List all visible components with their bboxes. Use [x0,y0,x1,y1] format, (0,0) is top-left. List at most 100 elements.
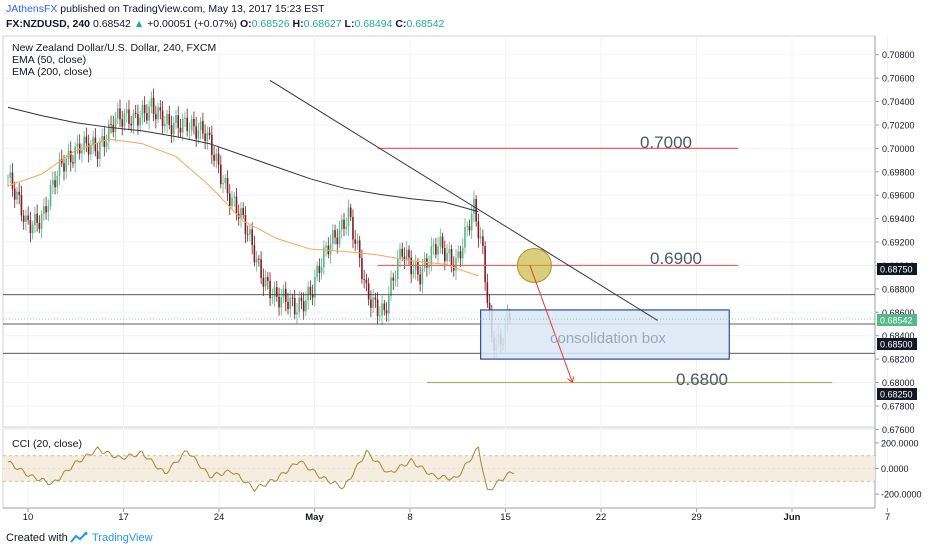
candle-body [36,213,38,223]
candle-body [27,215,29,221]
candle-body [123,113,126,127]
candle-body [296,312,298,315]
candle-body [11,172,14,189]
candle-body [78,143,81,154]
candle-body [403,256,406,260]
candle-body [430,246,433,265]
candle-body [332,230,334,244]
candle-body [408,249,410,258]
candle-body [47,206,50,213]
candle-body [399,248,401,259]
candle-body [423,258,426,269]
candle-body [226,177,229,194]
price-tick-label: 0.70800 [882,50,915,60]
trendline[interactable] [269,80,658,321]
candle-body [349,207,352,218]
candle-body [282,288,285,298]
candle-body [31,225,34,234]
candle-body [414,262,417,271]
candle-body [316,265,318,278]
consolidation-box[interactable] [480,309,730,360]
candle-body [159,107,162,111]
tradingview-logo-icon[interactable] [70,532,88,544]
candle-body [224,177,227,184]
candle-body [92,137,94,145]
tradingview-brand-link[interactable]: TradingView [92,532,153,544]
candle-body [468,226,471,231]
candle-body [356,240,359,244]
candle-body [426,258,428,268]
candle-body [278,296,280,308]
candle-body [291,297,294,299]
candle-body [148,106,150,121]
candle-body [40,214,43,229]
candle-body [116,108,119,119]
candle-body [85,136,88,144]
candle-body [417,262,419,275]
candle-body [72,162,74,164]
candle-body [302,301,305,312]
candle-body [190,119,193,131]
candle-body [300,297,303,302]
candle-body [108,124,110,142]
candle-body [309,286,312,295]
candle-body [340,219,343,230]
candle-body [276,287,278,297]
candle-body [99,141,101,159]
candle-body [293,297,296,315]
candle-body [267,277,269,281]
candle-body [186,117,188,132]
candle-body [280,297,283,308]
candle-body [354,239,356,244]
candle-body [112,124,115,133]
candle-body [439,236,442,247]
symbol-label[interactable]: FX:NZDUSD, 240 [6,18,91,30]
author-link[interactable]: JAthensFX [6,3,58,15]
projection-arrow-line[interactable] [529,265,573,383]
chart-header: JAthensFX published on TradingView.com, … [0,0,932,36]
ema200-line [7,106,479,213]
circle-marker[interactable] [516,247,552,283]
price-pane-frame [2,35,876,428]
candle-body [437,246,439,255]
candle-body [372,297,374,308]
candle-body [130,123,132,126]
cci-tick-label: 0.0000 [881,464,909,474]
price-axis[interactable]: 0.70800 0.70600 0.70400 0.70200 0.70000 0.698… [875,50,915,435]
cci-axis: 200.0000 0.0000 -200.0000 [875,438,922,500]
candle-body [255,258,258,263]
legend-ema200: EMA (200, close) [12,66,92,78]
time-axis[interactable]: 10 17 24 May 8 15 22 29 Jun 7 [23,508,890,523]
candle-body [432,244,435,247]
publish-info: JAthensFX published on TradingView.com, … [6,3,325,15]
candle-body [193,119,195,127]
candle-body [246,234,249,235]
candle-body [441,236,444,249]
candle-body [307,286,309,301]
chart-canvas[interactable]: 0.70800 0.70600 0.70400 0.70200 0.70000 0.698… [0,34,932,527]
candle-body [486,282,489,303]
published-text: published on TradingView.com, May 13, 20… [60,3,325,15]
candle-body [336,237,339,245]
candle-body [128,109,130,124]
candle-body [363,279,365,280]
candle-body [56,175,59,188]
candle-body [197,130,200,139]
candle-body [81,149,83,154]
candle-body [181,118,184,133]
candle-body [466,226,468,228]
candle-body [52,180,54,185]
candle-body [137,113,139,126]
candle-body [390,277,392,296]
candle-body [412,270,415,275]
level-label-6800: 0.6800 [676,370,728,389]
candle-body [459,251,462,259]
candle-body [446,253,448,262]
candle-body [323,247,325,268]
candle-body [365,279,368,284]
candle-body [179,127,182,133]
candle-body [444,248,446,262]
price-tick-label: 0.68600 [882,308,915,318]
candle-body [18,191,20,195]
candle-body [114,118,117,133]
